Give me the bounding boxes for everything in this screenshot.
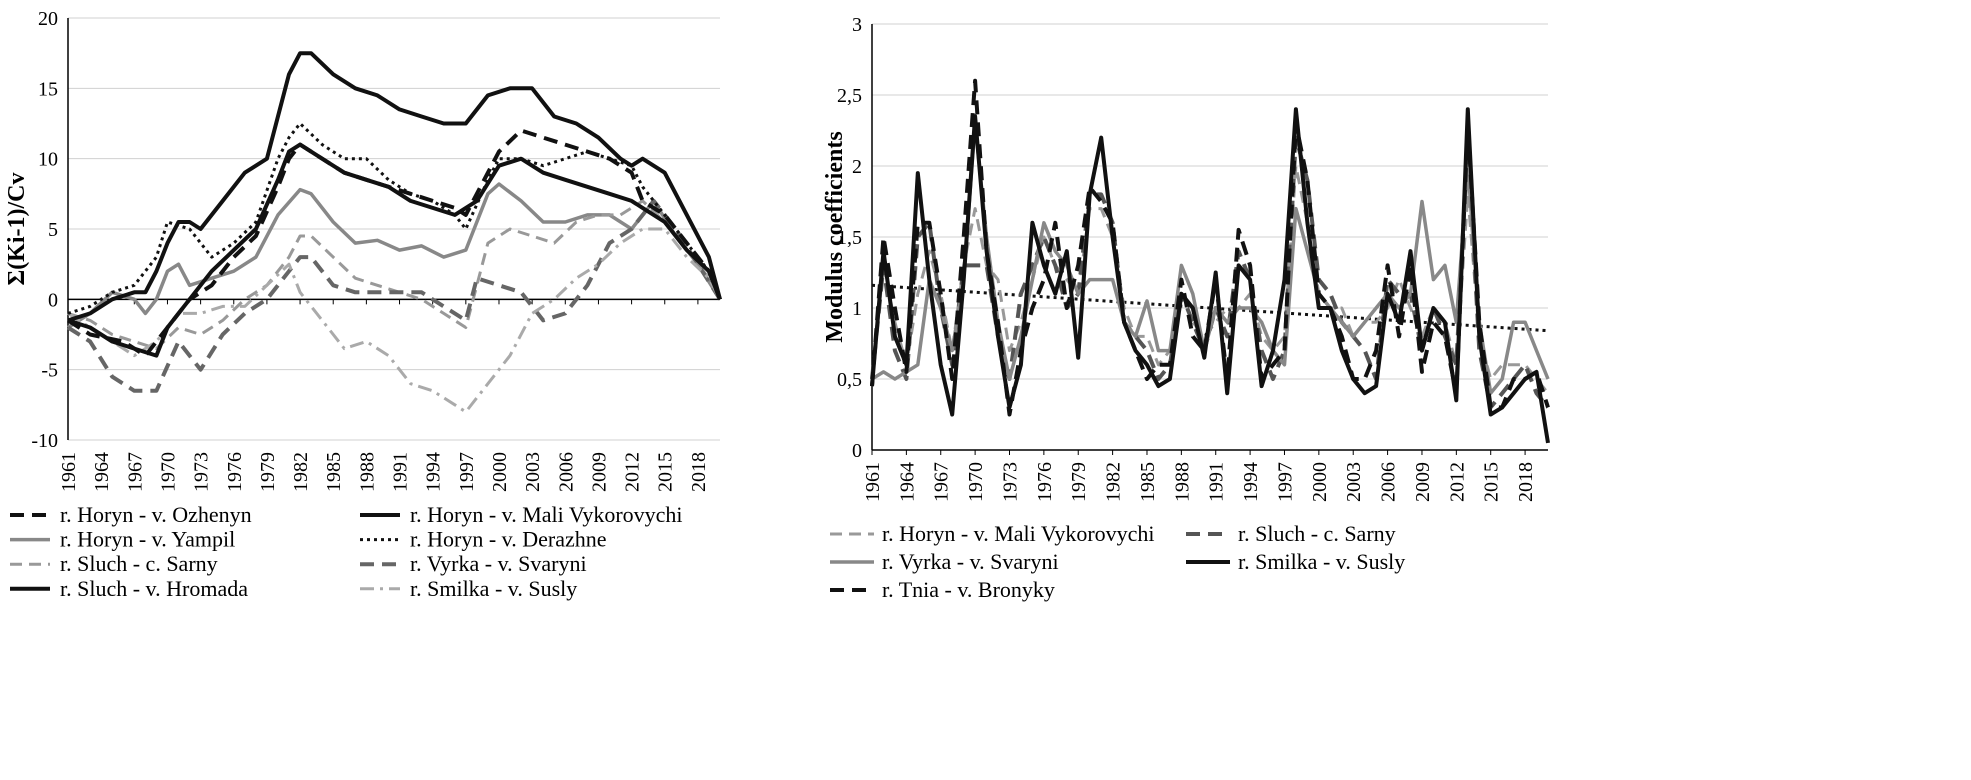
x-tick-label: 1964 (91, 452, 113, 492)
x-tick-label: 2003 (522, 452, 544, 492)
legend-label: r. Vyrka - v. Svaryni (882, 549, 1059, 574)
x-tick-label: 1994 (423, 452, 445, 492)
series-line (67, 51, 722, 323)
legend-label: r. Sluch - v. Hromada (60, 576, 248, 601)
y-tick-label: 20 (38, 8, 58, 30)
legend-label: r. Smilka - v. Susly (1238, 549, 1405, 574)
chart-cumulative: -10 -5 0 5 10 15 20 1961 1964 1967 1970 1973 1976 197… (4, 8, 722, 601)
legend-label: r. Horyn - v. Derazhne (410, 527, 607, 552)
y-tick-label: 1 (852, 298, 862, 320)
legend-label: r. Sluch - c. Sarny (1238, 521, 1396, 546)
x-tick-label: 1997 (456, 452, 478, 492)
y-tick-label: 3 (852, 14, 862, 36)
legend-item: r. Horyn - v. Yampil (10, 527, 235, 552)
x-tick-label: 1994 (1240, 462, 1262, 502)
x-tick-label: 1988 (356, 452, 378, 492)
x-tick-label: 2003 (1343, 462, 1365, 502)
legend-label: r. Horyn - v. Ozhenyn (60, 502, 252, 527)
series-line (67, 182, 722, 329)
y-tick-label: 2,5 (837, 85, 862, 107)
x-tick-label: 1976 (1034, 462, 1056, 502)
x-tick-label: 2018 (1515, 462, 1537, 502)
x-tick-label: 1964 (896, 462, 918, 502)
legend-item: r. Horyn - v. Derazhne (360, 527, 607, 552)
chart-modulus: 0 0,5 1 1,5 2 2,5 3 1961 1964 1967 1970 1973 1976 197… (822, 14, 1550, 602)
x-tick-label: 1991 (1206, 462, 1228, 502)
legend-item: r. Sluch - c. Sarny (10, 551, 218, 576)
legend-item: r. Vyrka - v. Svaryni (360, 551, 587, 576)
x-tick-label: 1985 (1137, 462, 1159, 502)
y-axis-label: Σ(Ki-1)/Cv (4, 172, 30, 285)
legend-label: r. Tnia - v. Bronyky (882, 577, 1055, 602)
y-axis-label: Modulus coefficients (822, 131, 848, 342)
y-tick-label: 0,5 (837, 369, 862, 391)
legend-item: r. Tnia - v. Bronyky (830, 577, 1055, 602)
x-tick-label: 1976 (224, 452, 246, 492)
y-tick-label: -10 (31, 430, 58, 452)
x-tick-label: 2006 (1378, 462, 1400, 502)
y-tick-label: 0 (48, 289, 58, 311)
y-tick-label: 10 (38, 149, 58, 171)
x-tick-label: 1967 (931, 462, 953, 502)
legend-item: r. Horyn - v. Mali Vykorovychi (360, 502, 683, 527)
series-line (66, 198, 722, 393)
x-tick-label: 1970 (965, 462, 987, 502)
x-tick-label: 1979 (1068, 462, 1090, 502)
y-tick-label: 15 (38, 78, 58, 100)
series-line (67, 122, 722, 315)
legend-label: r. Sluch - c. Sarny (60, 551, 218, 576)
x-tick-label: 1997 (1274, 462, 1296, 502)
y-tick-label: 2 (852, 156, 862, 178)
y-tick-label: 5 (48, 219, 58, 241)
x-tick-label: 1982 (290, 452, 312, 492)
x-tick-label: 2009 (588, 452, 610, 492)
series-line (870, 78, 1550, 417)
x-tick-label: 1979 (257, 452, 279, 492)
legend-item: r. Sluch - v. Hromada (10, 576, 248, 601)
legend-item: r. Vyrka - v. Svaryni (830, 549, 1059, 574)
x-tick-label: 2009 (1412, 462, 1434, 502)
x-tick-label: 1982 (1103, 462, 1125, 502)
legend-item: r. Horyn - v. Mali Vykorovychi (830, 521, 1155, 546)
x-tick-label: 1988 (1171, 462, 1193, 502)
legend-item: r. Smilka - v. Susly (360, 576, 577, 601)
legend-label: r. Horyn - v. Yampil (60, 527, 235, 552)
legend-label: r. Vyrka - v. Svaryni (410, 551, 587, 576)
x-tick-label: 2015 (655, 452, 677, 492)
series-line (67, 142, 722, 358)
x-tick-label: 1973 (191, 452, 213, 492)
legend-item: r. Smilka - v. Susly (1186, 549, 1405, 574)
x-tick-label: 2012 (622, 452, 644, 492)
legend-item: r. Sluch - c. Sarny (1186, 521, 1396, 546)
x-tick-label: 2006 (555, 452, 577, 492)
legend-label: r. Horyn - v. Mali Vykorovychi (410, 502, 683, 527)
x-tick-label: 1985 (323, 452, 345, 492)
series-line (67, 227, 722, 414)
x-tick-label: 2000 (489, 452, 511, 492)
series-line (67, 199, 722, 351)
x-tick-label: 1967 (124, 452, 146, 492)
x-tick-label: 1961 (862, 462, 884, 502)
legend-label: r. Smilka - v. Susly (410, 576, 577, 601)
y-tick-label: -5 (41, 360, 58, 382)
x-tick-label: 2000 (1309, 462, 1331, 502)
x-tick-label: 2015 (1481, 462, 1503, 502)
x-tick-label: 1970 (157, 452, 179, 492)
x-tick-label: 1991 (390, 452, 412, 492)
y-tick-label: 0 (852, 440, 862, 462)
x-tick-label: 2012 (1446, 462, 1468, 502)
legend-item: r. Horyn - v. Ozhenyn (10, 502, 252, 527)
x-tick-label: 1973 (999, 462, 1021, 502)
x-tick-label: 2018 (688, 452, 710, 492)
legend-label: r. Horyn - v. Mali Vykorovychi (882, 521, 1155, 546)
x-tick-label: 1961 (58, 452, 80, 492)
y-tick-label: 1,5 (837, 227, 862, 249)
